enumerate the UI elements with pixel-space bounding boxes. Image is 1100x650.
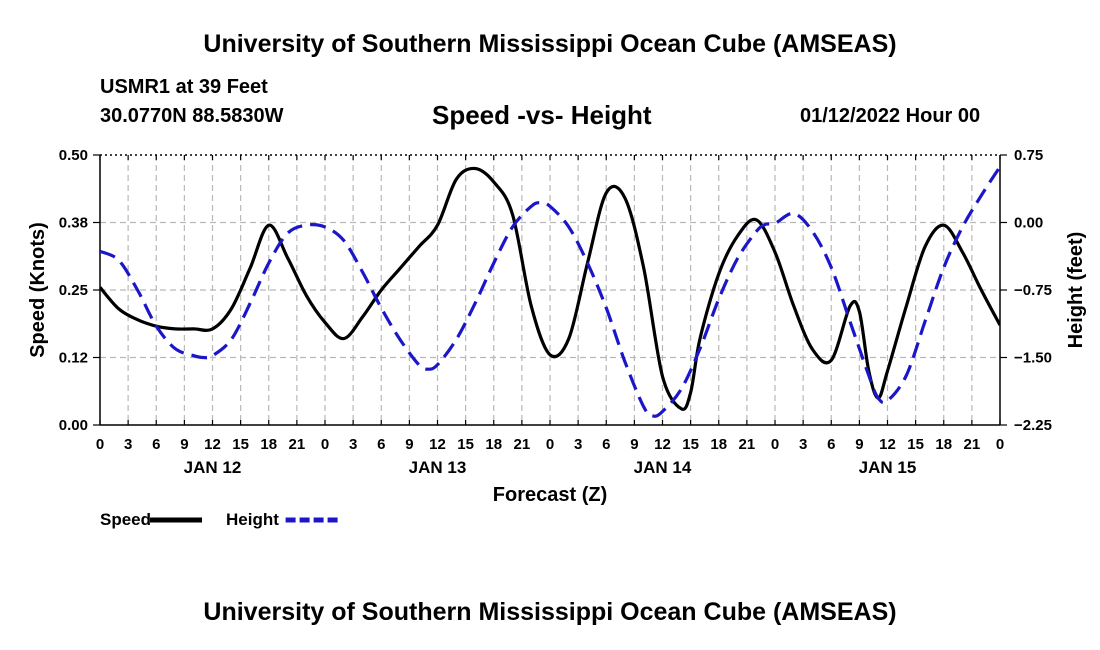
x-tick-label: 12 [429, 436, 446, 453]
y2-tick-label: −0.75 [1014, 282, 1052, 299]
x-tick-label: 3 [124, 436, 132, 453]
x-tick-label: 6 [377, 436, 385, 453]
x-tick-label: 0 [771, 436, 779, 453]
forecast-datetime: 01/12/2022 Hour 00 [800, 105, 981, 127]
x-tick-label: 18 [710, 436, 727, 453]
y2-tick-label: −1.50 [1014, 350, 1052, 367]
x-tick-label: 6 [152, 436, 160, 453]
x-tick-label: 21 [964, 436, 981, 453]
x-tick-label: 21 [514, 436, 531, 453]
series-line-height [100, 165, 1000, 418]
station-label: USMR1 at 39 Feet [100, 76, 268, 98]
legend-label-speed: Speed [100, 510, 151, 529]
x-date-label: JAN 12 [184, 458, 242, 477]
x-tick-label: 3 [349, 436, 357, 453]
x-tick-label: 3 [799, 436, 807, 453]
x-tick-label: 21 [739, 436, 756, 453]
x-tick-label: 18 [485, 436, 502, 453]
x-tick-label: 0 [321, 436, 329, 453]
x-tick-label: 21 [289, 436, 306, 453]
x-axis-title: Forecast (Z) [493, 484, 607, 506]
y2-tick-label: −2.25 [1014, 417, 1052, 434]
x-tick-label: 15 [907, 436, 924, 453]
y2-tick-label: 0.00 [1014, 215, 1043, 232]
chart-title: University of Southern Mississippi Ocean… [203, 30, 897, 58]
x-tick-label: 9 [405, 436, 413, 453]
y-axis-title: Speed (Knots) [27, 222, 49, 358]
x-date-label: JAN 15 [859, 458, 917, 477]
legend: Speed Height [100, 510, 338, 529]
x-tick-label: 12 [879, 436, 896, 453]
y2-axis-title: Height (feet) [1065, 232, 1087, 349]
x-date-label: JAN 13 [409, 458, 467, 477]
x-tick-label: 15 [232, 436, 249, 453]
series-line-speed [100, 166, 1000, 411]
x-tick-label: 0 [96, 436, 104, 453]
series-lines [100, 165, 1000, 418]
x-tick-label: 12 [654, 436, 671, 453]
grid-lines [100, 155, 1000, 425]
x-tick-label: 6 [602, 436, 610, 453]
x-tick-label: 12 [204, 436, 221, 453]
y-tick-label: 0.25 [59, 282, 88, 299]
footer-title: University of Southern Mississippi Ocean… [203, 598, 897, 626]
legend-label-height: Height [226, 510, 279, 529]
y-tick-label: 0.38 [59, 215, 88, 232]
x-tick-label: 9 [855, 436, 863, 453]
x-date-label: JAN 14 [634, 458, 692, 477]
x-tick-label: 6 [827, 436, 835, 453]
x-tick-label: 9 [180, 436, 188, 453]
y-tick-label: 0.00 [59, 417, 88, 434]
y-tick-label: 0.50 [59, 147, 88, 164]
chart-subtitle: Speed -vs- Height [432, 100, 652, 130]
x-tick-label: 3 [574, 436, 582, 453]
x-tick-label: 15 [457, 436, 474, 453]
x-tick-label: 9 [630, 436, 638, 453]
axes [93, 154, 1007, 426]
coordinates-label: 30.0770N 88.5830W [100, 105, 284, 127]
y-tick-label: 0.12 [59, 350, 88, 367]
x-tick-label: 15 [682, 436, 699, 453]
x-tick-label: 18 [935, 436, 952, 453]
x-tick-label: 0 [996, 436, 1004, 453]
axis-labels: 0 3 6 9 12 15 18 21 0 3 6 9 12 15 18 21 0 3 6 9 12 15 18 21 0 3 6 9… [27, 147, 1087, 506]
x-tick-label: 0 [546, 436, 554, 453]
x-tick-label: 18 [260, 436, 277, 453]
y2-tick-label: 0.75 [1014, 147, 1043, 164]
